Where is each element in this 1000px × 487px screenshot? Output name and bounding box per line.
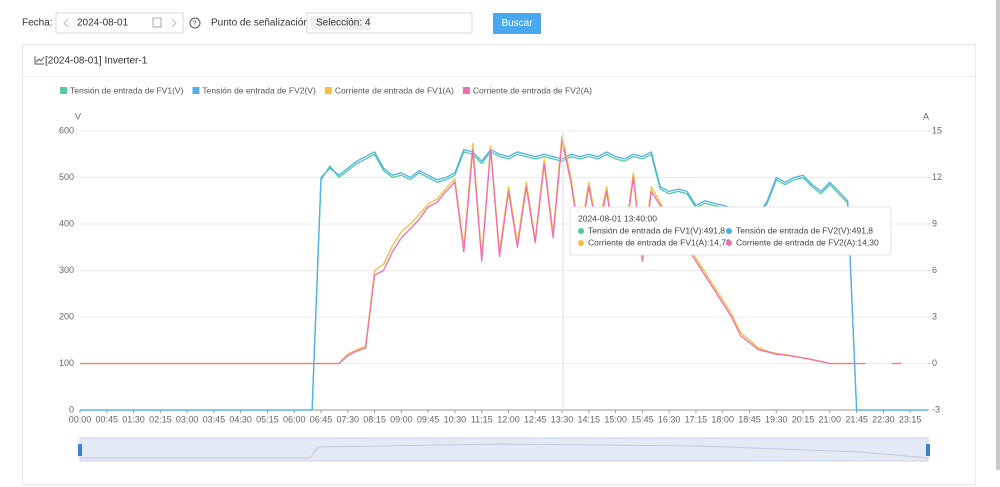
chart-title: [2024-08-01] Inverter-1 [45, 56, 148, 67]
x-tick-label: 07:30 [337, 414, 360, 424]
y-tick-label: 0 [69, 404, 74, 414]
search-button-text: Buscar [501, 18, 533, 29]
legend-swatch [60, 87, 67, 94]
point-label: Punto de señalización: [211, 18, 312, 29]
zoom-preview [80, 443, 929, 459]
tooltip-dot [726, 228, 732, 234]
legend-label: Tensión de entrada de FV1(V) [70, 85, 184, 95]
x-tick-label: 08:15 [363, 414, 386, 424]
date-input[interactable] [55, 12, 184, 34]
series-line [80, 148, 928, 411]
calendar-icon[interactable] [152, 17, 162, 28]
y2-tick-label: -3 [932, 404, 940, 414]
next-icon[interactable] [171, 18, 177, 28]
x-tick-label: 15:00 [604, 414, 627, 424]
y-tick-label: 400 [59, 218, 74, 228]
x-tick-label: 18:00 [711, 414, 734, 424]
x-tick-label: 02:15 [149, 414, 172, 424]
y2-tick-label: 6 [932, 265, 937, 275]
legend-label: Corriente de entrada de FV2(A) [473, 85, 592, 95]
y2-tick-label: 9 [932, 218, 937, 228]
help-mark: ? [193, 20, 197, 27]
x-tick-label: 06:00 [283, 414, 306, 424]
selection-tag [311, 16, 371, 30]
y2-tick-label: 0 [932, 358, 937, 368]
x-tick-label: 18:45 [738, 414, 761, 424]
y-axis-unit: V [75, 111, 81, 121]
x-tick-label: 09:45 [417, 414, 440, 424]
x-tick-label: 04:30 [229, 414, 252, 424]
search-button[interactable] [493, 13, 541, 34]
x-tick-label: 17:15 [685, 414, 708, 424]
x-tick-label: 00:45 [96, 414, 119, 424]
legend-swatch [462, 87, 470, 94]
x-tick-label: 10:30 [444, 414, 467, 424]
x-tick-label: 03:00 [176, 414, 199, 424]
y2-tick-label: 3 [932, 311, 937, 321]
selection-text: Selección: 4 [316, 18, 371, 29]
x-tick-label: 12:00 [497, 414, 520, 424]
tooltip-item: Corriente de entrada de FV2(A):14,30 [736, 237, 879, 247]
x-tick-label: 13:30 [551, 414, 574, 424]
x-tick-label: 09:00 [390, 414, 413, 424]
x-tick-label: 14:15 [578, 414, 601, 424]
x-tick-label: 11:15 [471, 414, 493, 424]
zoom-handle-left[interactable] [78, 444, 82, 456]
y2-tick-label: 12 [932, 172, 942, 182]
x-tick-label: 06:45 [310, 414, 333, 424]
x-tick-label: 00:00 [69, 414, 92, 424]
scrollbar[interactable] [996, 0, 1000, 470]
y-tick-label: 600 [59, 125, 74, 135]
tooltip-item: Tensión de entrada de FV2(V):491,8 [736, 225, 873, 235]
y-tick-label: 300 [59, 265, 74, 275]
x-tick-label: 21:45 [845, 414, 868, 424]
tooltip-dot [578, 228, 584, 234]
x-tick-label: 21:00 [819, 414, 842, 424]
x-tick-label: 23:15 [899, 414, 922, 424]
legend-swatch [324, 87, 332, 94]
y2-tick-label: 15 [932, 125, 942, 135]
y-tick-label: 100 [59, 358, 74, 368]
y-tick-label: 500 [59, 172, 74, 182]
legend-swatch [192, 87, 200, 94]
x-tick-label: 16:30 [658, 414, 681, 424]
zoom-handle-right[interactable] [926, 444, 930, 456]
date-label: Fecha: [22, 18, 53, 29]
x-tick-label: 20:15 [792, 414, 815, 424]
x-tick-label: 22:30 [872, 414, 895, 424]
help-icon[interactable] [189, 17, 201, 29]
series-line [80, 139, 902, 365]
date-value: 2024-08-01 [77, 18, 129, 29]
x-tick-label: 15:45 [631, 414, 654, 424]
x-tick-label: 12:45 [524, 414, 547, 424]
tooltip-dot [578, 240, 584, 246]
y-tick-label: 200 [59, 311, 74, 321]
tooltip-dot [726, 240, 732, 246]
x-tick-label: 01:30 [122, 414, 145, 424]
y2-axis-unit: A [923, 111, 929, 121]
tooltip-title: 2024-08-01 13:40:00 [578, 213, 657, 223]
x-tick-label: 19:30 [765, 414, 788, 424]
chart-icon [34, 56, 45, 65]
tooltip-item: Corriente de entrada de FV1(A):14,73 [588, 237, 731, 247]
legend-label: Tensión de entrada de FV2(V) [202, 85, 316, 95]
tooltip-item: Tensión de entrada de FV1(V):491,8 [588, 225, 725, 235]
x-tick-label: 05:15 [256, 414, 279, 424]
x-tick-label: 03:45 [203, 414, 226, 424]
legend-label: Corriente de entrada de FV1(A) [335, 85, 454, 95]
prev-icon[interactable] [63, 18, 69, 28]
card [22, 44, 976, 485]
